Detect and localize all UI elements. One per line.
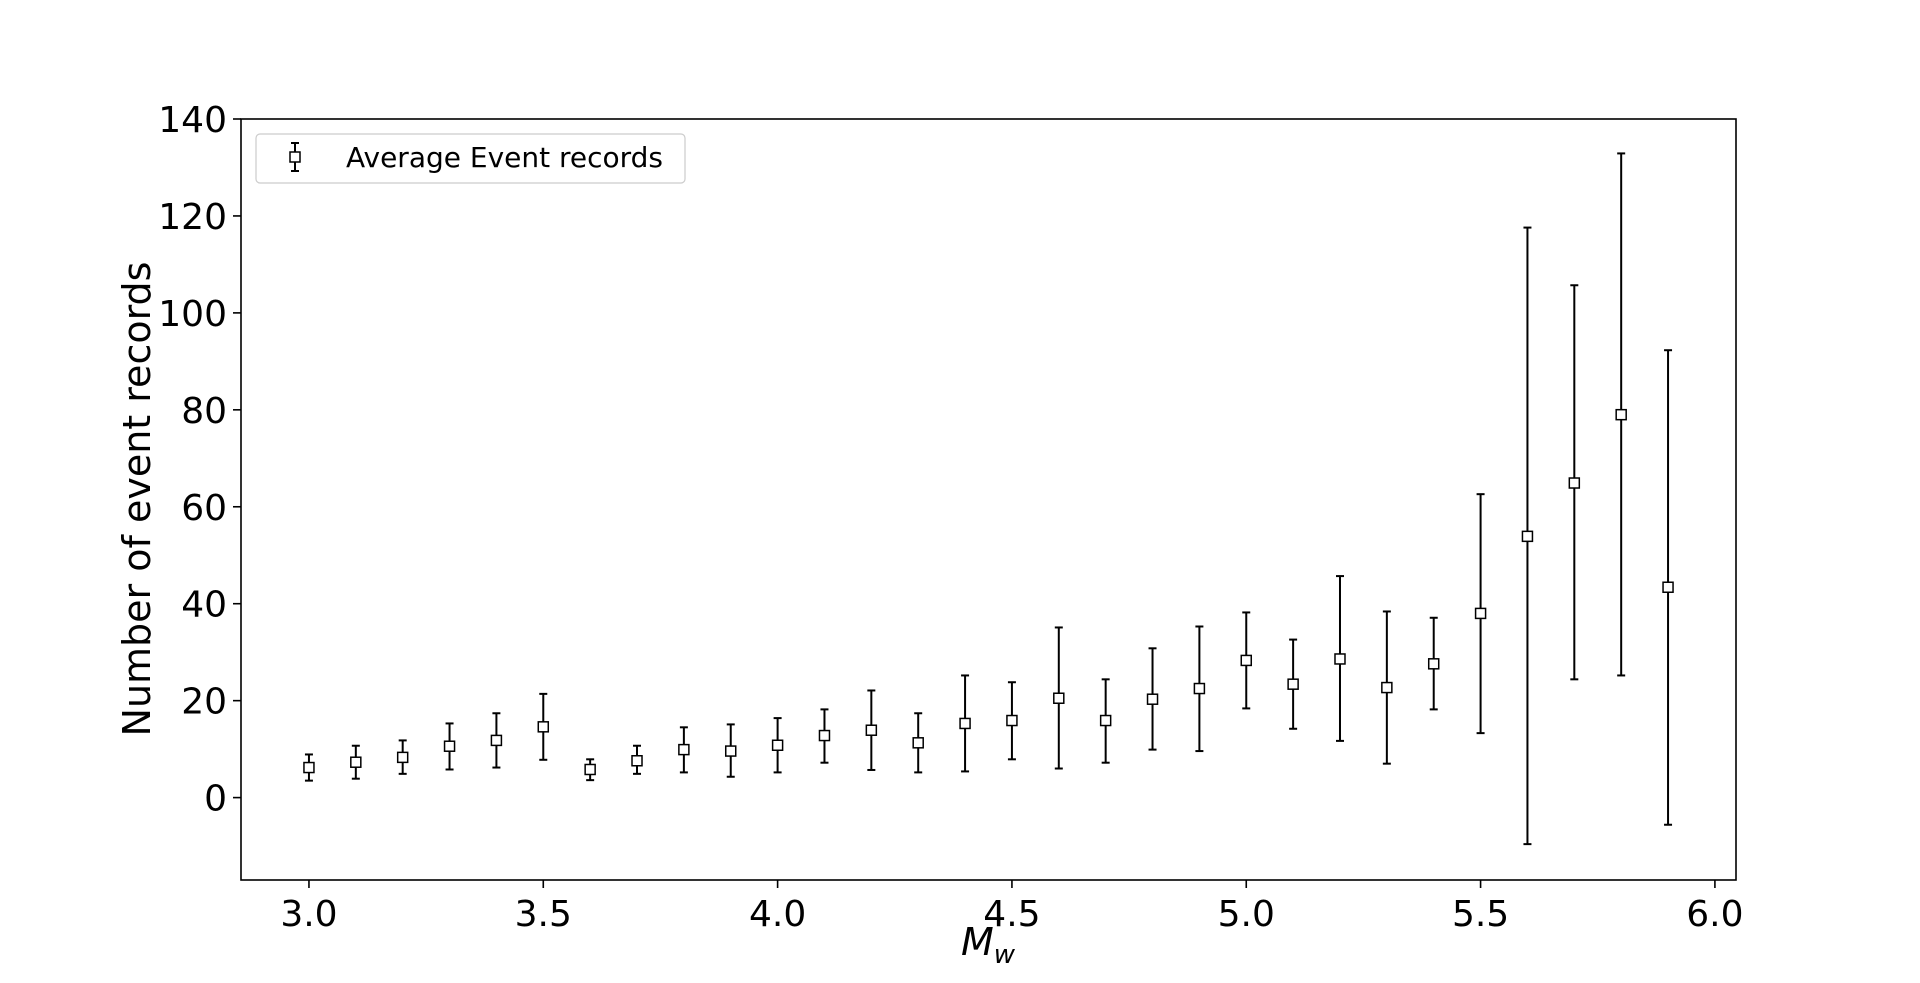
y-tick-label: 60 (181, 488, 227, 529)
data-point (631, 755, 643, 767)
legend-square-marker (289, 151, 301, 163)
data-point (959, 717, 971, 730)
data-point (818, 729, 831, 742)
x-tick-label: 3.0 (280, 894, 337, 935)
x-axis-label-main: M (961, 920, 994, 964)
data-point (1568, 477, 1581, 489)
data-point (724, 745, 737, 757)
data-point (678, 743, 690, 756)
plot-area (240, 118, 1737, 881)
legend: Average Event records (255, 133, 686, 184)
x-tick-label: 6.0 (1686, 894, 1743, 935)
y-axis: 0 20 40 60 80 100 120 140 (158, 100, 241, 820)
x-tick-label: 5.5 (1452, 894, 1509, 935)
data-point (1427, 658, 1440, 670)
data-markers (303, 408, 1674, 776)
error-bars (304, 152, 1673, 846)
data-point (1099, 714, 1112, 727)
y-tick-label: 120 (158, 197, 227, 238)
legend-label: Average Event records (346, 141, 663, 174)
x-axis: 3.0 3.5 4.0 4.5 5.0 5.5 6.0 (280, 880, 1744, 935)
x-axis-label: Mw (961, 920, 1016, 970)
data-point (865, 724, 878, 736)
y-axis-label: Number of event records (115, 262, 159, 737)
data-point (396, 751, 409, 764)
data-point (1053, 692, 1065, 704)
y-tick-label: 100 (158, 294, 227, 335)
data-point (1240, 654, 1253, 667)
legend-marker (289, 142, 301, 172)
x-tick-label: 5.0 (1218, 894, 1275, 935)
data-point (1334, 653, 1346, 665)
data-point (1146, 693, 1159, 705)
y-tick-label: 0 (204, 779, 227, 820)
x-tick-label: 4.0 (749, 894, 806, 935)
data-point (537, 721, 550, 733)
legend-box (255, 133, 686, 184)
data-point (443, 740, 456, 752)
data-point (584, 763, 596, 776)
data-point (1006, 714, 1018, 727)
x-axis-label-sub: w (994, 940, 1016, 970)
data-point (1521, 530, 1534, 543)
data-point (1474, 607, 1487, 620)
data-point (1615, 408, 1627, 421)
data-point (1381, 681, 1393, 694)
data-point (1287, 678, 1299, 690)
data-point (1193, 682, 1206, 695)
data-point (350, 756, 362, 768)
plot-frame (240, 118, 1737, 881)
x-tick-label: 4.5 (983, 894, 1040, 935)
y-tick-label: 80 (181, 391, 227, 432)
y-tick-label: 140 (158, 100, 227, 141)
x-tick-label: 3.5 (515, 894, 572, 935)
data-point (303, 761, 315, 774)
data-point (771, 739, 784, 751)
y-tick-label: 40 (181, 585, 227, 626)
y-tick-label: 20 (181, 682, 227, 723)
data-point (1662, 581, 1674, 593)
data-point (490, 734, 503, 747)
data-point (912, 737, 924, 749)
